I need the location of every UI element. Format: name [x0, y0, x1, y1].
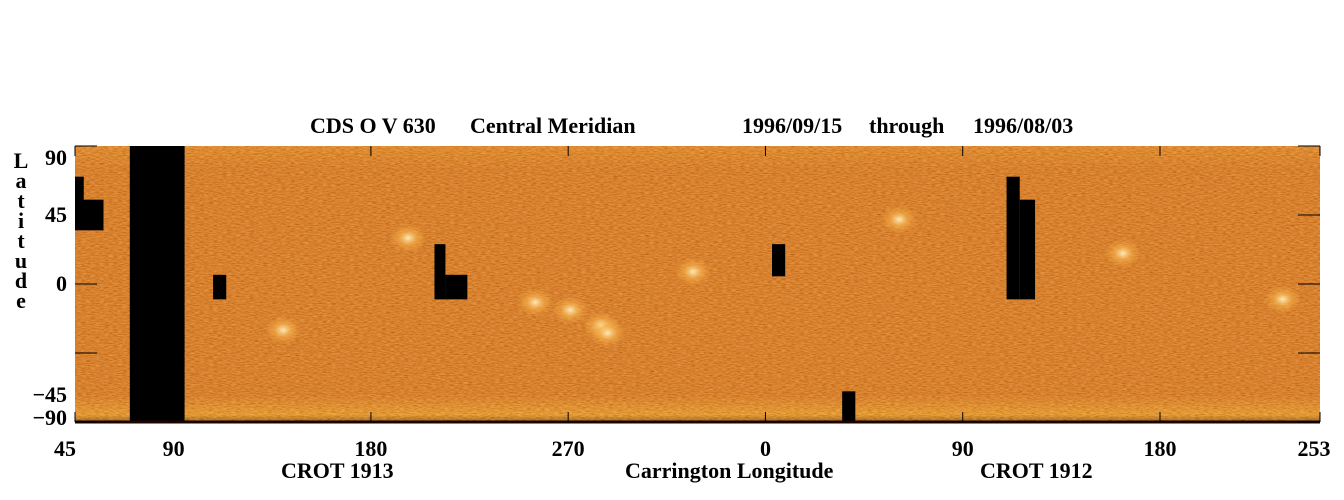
y-axis-label-letter-7: e [16, 288, 26, 313]
bright-regions [265, 205, 1301, 348]
x-tick-label-2: 180 [354, 436, 387, 461]
bright-region-4 [1264, 285, 1301, 314]
data-gap-0 [129, 146, 185, 422]
bright-region-3 [1104, 239, 1141, 268]
data-gap-5 [445, 274, 468, 300]
y-axis-label-letter-1: a [16, 168, 27, 193]
y-axis-label-letter-0: L [14, 148, 29, 173]
data-gap-9 [1019, 199, 1036, 300]
data-gap-3 [213, 274, 227, 300]
x-tick-label-7: 253 [1298, 436, 1331, 461]
y-tick-label-2: 0 [56, 271, 67, 296]
bright-region-0 [517, 288, 554, 317]
bright-region-7 [265, 316, 302, 344]
x-tick-label-0: 45 [54, 436, 76, 461]
bright-region-5 [881, 205, 918, 234]
rotation-label-1913: CROT 1913 [281, 458, 394, 483]
data-gap-7 [842, 391, 856, 422]
x-tick-label-1: 90 [163, 436, 185, 461]
axis-ticks [74, 145, 1321, 423]
y-tick-label-0: 90 [45, 145, 67, 170]
data-gap-6 [772, 244, 786, 277]
y-axis-label-letter-2: t [17, 188, 25, 213]
x-axis-label: Carrington Longitude [625, 458, 834, 483]
chart-title-end-date: 1996/08/03 [973, 113, 1073, 138]
plot-area [75, 146, 1320, 424]
data-gap-8 [1006, 176, 1020, 300]
x-tick-label-5: 90 [952, 436, 974, 461]
y-axis-label-letter-4: t [17, 228, 25, 253]
chart-title-start-date: 1996/09/15 [742, 113, 842, 138]
data-gap-1 [75, 176, 84, 215]
y-tick-label-3: −45 [32, 382, 67, 407]
bright-region-6 [390, 224, 427, 252]
chart-title-view: Central Meridian [470, 113, 636, 138]
y-axis-label-letter-6: d [15, 268, 27, 293]
chart-title-through: through [869, 113, 944, 138]
data-gap-4 [434, 244, 446, 300]
rotation-label-1912: CROT 1912 [980, 458, 1093, 483]
y-tick-label-4: −90 [32, 405, 67, 430]
bright-region-9 [675, 257, 712, 286]
x-tick-labels: 45 90 180 270 0 90 180 253 [54, 436, 1331, 461]
y-axis-label-letter-3: i [18, 208, 24, 233]
x-tick-label-4: 0 [760, 436, 771, 461]
y-tick-label-1: 45 [45, 202, 67, 227]
bright-region-8 [589, 319, 626, 348]
x-tick-label-3: 270 [552, 436, 585, 461]
y-axis-label-letter-5: u [15, 248, 27, 273]
data-gaps [75, 146, 1036, 422]
y-tick-labels: 90 45 0 −45−90 [32, 145, 67, 430]
x-tick-label-6: 180 [1143, 436, 1176, 461]
chart-title-instrument: CDS O V 630 [310, 113, 436, 138]
bright-region-1 [552, 296, 589, 325]
